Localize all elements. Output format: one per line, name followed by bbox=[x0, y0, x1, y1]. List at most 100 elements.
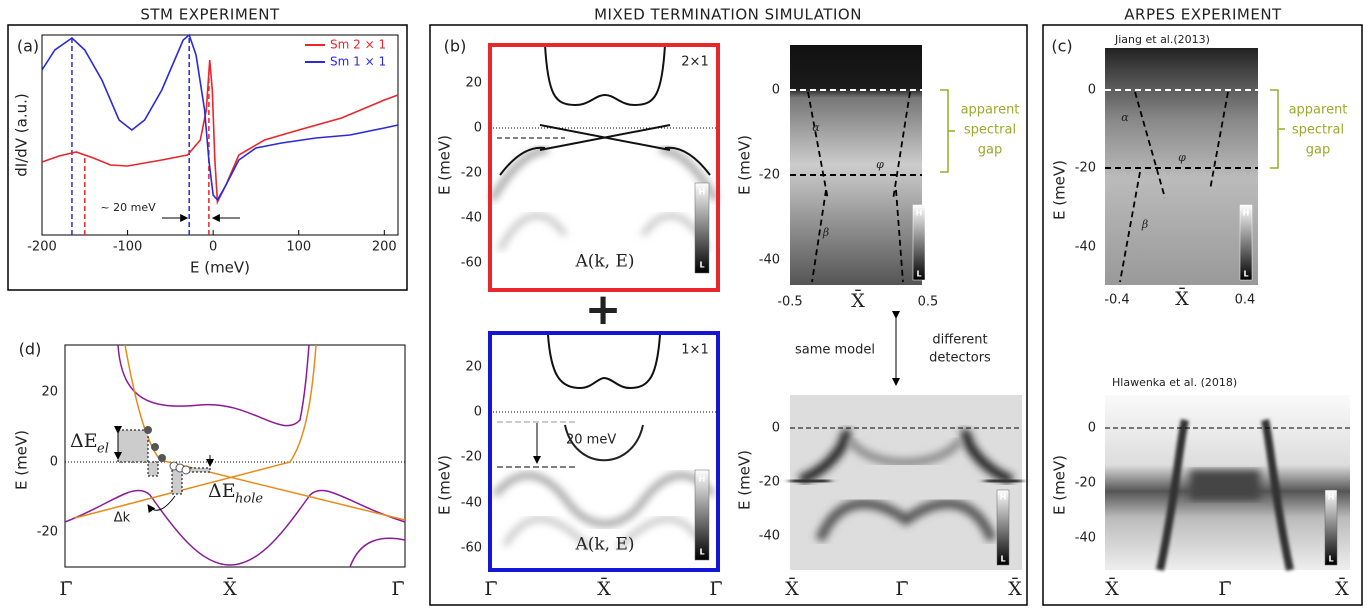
x-tick-label: X̄ bbox=[223, 577, 237, 600]
bracket-label: gap bbox=[978, 143, 1002, 158]
y-axis-label: E (meV) bbox=[436, 455, 454, 515]
x-tick-label: Γ̄ bbox=[1218, 578, 1231, 600]
section-header: MIXED TERMINATION SIMULATION bbox=[594, 6, 862, 24]
greek-label: φ bbox=[876, 158, 884, 171]
y-tick-label: -20 bbox=[37, 525, 58, 540]
x-tick-label: Γ̄ bbox=[391, 578, 404, 600]
x-tick-label: X̄ bbox=[785, 577, 799, 600]
x-tick-label: -200 bbox=[27, 240, 57, 255]
section-header: STM EXPERIMENT bbox=[140, 6, 280, 24]
x-tick-label: Γ̄ bbox=[709, 578, 722, 600]
plus-sign: + bbox=[585, 284, 622, 335]
formula: A(k, E) bbox=[574, 535, 634, 555]
y-axis-label: E (meV) bbox=[13, 430, 31, 490]
delta-e-el: ΔE bbox=[70, 430, 98, 452]
delta-e-hole: ΔE bbox=[208, 480, 236, 502]
arpes-sim-detector-image bbox=[789, 395, 1023, 570]
y-tick-label: -20 bbox=[461, 450, 482, 465]
panel-d-plot bbox=[64, 344, 406, 568]
citation: Hlawenka et al. (2018) bbox=[1112, 376, 1237, 389]
badge: 2×1 bbox=[681, 55, 708, 70]
panel-b-box bbox=[429, 24, 1028, 606]
x-tick-label: Γ̄ bbox=[484, 578, 497, 600]
badge: 1×1 bbox=[681, 343, 708, 358]
y-tick-label: 20 bbox=[41, 385, 58, 400]
bracket-label: apparent bbox=[961, 103, 1020, 118]
greek-label: α bbox=[812, 121, 820, 134]
annotation: ~ 20 meV bbox=[100, 201, 156, 214]
panel-c-box bbox=[1042, 24, 1363, 606]
y-tick-label: 0 bbox=[50, 455, 58, 470]
plot-frame bbox=[41, 34, 399, 236]
y-tick-label: 0 bbox=[772, 83, 780, 98]
sim-2x1-image bbox=[488, 43, 720, 292]
panel-label: (d) bbox=[19, 340, 42, 359]
panel-a-box bbox=[7, 24, 408, 291]
y-tick-label: -40 bbox=[759, 253, 780, 268]
panel-label: (b) bbox=[444, 37, 467, 56]
y-tick-label: -40 bbox=[1075, 531, 1096, 546]
bracket-label: gap bbox=[1306, 143, 1330, 158]
colorbar-label: L bbox=[1243, 270, 1248, 279]
y-axis-label: dI/dV (a.u.) bbox=[13, 93, 31, 177]
y-tick-label: 0 bbox=[474, 405, 482, 420]
colorbar-label: H bbox=[916, 209, 923, 218]
colorbar-label: L bbox=[1000, 555, 1005, 564]
bracket-label: apparent bbox=[1289, 103, 1348, 118]
arpes-sim-image bbox=[790, 45, 955, 285]
y-tick-label: 20 bbox=[465, 76, 482, 91]
y-tick-label: -20 bbox=[759, 168, 780, 183]
y-tick-label: -20 bbox=[1075, 161, 1096, 176]
y-tick-label: -40 bbox=[759, 529, 780, 544]
y-axis-label: E (meV) bbox=[436, 135, 454, 195]
colorbar-label: H bbox=[1243, 209, 1250, 218]
y-tick-label: 0 bbox=[772, 421, 780, 436]
x-tick-label: 0.4 bbox=[1235, 293, 1256, 308]
note: detectors bbox=[929, 351, 991, 366]
section-header: ARPES EXPERIMENT bbox=[1124, 6, 1282, 24]
panel-label: (c) bbox=[1051, 37, 1072, 56]
y-axis-label: E (meV) bbox=[736, 135, 754, 195]
y-axis-label: E (meV) bbox=[1051, 455, 1069, 515]
delta-e-hole-subscript: hole bbox=[235, 492, 263, 507]
y-axis-label: E (meV) bbox=[1051, 160, 1069, 220]
y-tick-label: -60 bbox=[461, 541, 482, 556]
panel-label: (a) bbox=[17, 37, 39, 56]
x-tick-label: X̄ bbox=[1175, 287, 1189, 310]
series-line bbox=[41, 59, 399, 206]
series-line bbox=[41, 33, 399, 202]
y-tick-label: 0 bbox=[474, 121, 482, 136]
y-tick-label: -20 bbox=[1075, 476, 1096, 491]
greek-label: φ bbox=[1178, 151, 1186, 164]
delta-e-el-subscript: el bbox=[97, 442, 109, 457]
x-tick-label: 200 bbox=[372, 240, 397, 255]
arpes-hlawenka-image bbox=[1105, 395, 1350, 571]
x-axis-label: E (meV) bbox=[190, 259, 250, 277]
greek-label: β bbox=[822, 226, 829, 239]
y-tick-label: -20 bbox=[759, 475, 780, 490]
y-tick-label: -40 bbox=[1075, 240, 1096, 255]
x-tick-label: X̄ bbox=[597, 577, 611, 600]
colorbar-label: H bbox=[699, 475, 706, 484]
annotation: 20 meV bbox=[566, 433, 616, 448]
x-tick-label: Γ̄ bbox=[59, 578, 72, 600]
colorbar-label: L bbox=[699, 548, 704, 557]
x-tick-label: 0.5 bbox=[918, 295, 939, 310]
x-tick-label: 100 bbox=[286, 240, 311, 255]
x-tick-label: X̄ bbox=[1105, 577, 1119, 600]
x-tick-label: X̄ bbox=[1335, 577, 1349, 600]
legend-label: Sm 1 × 1 bbox=[330, 55, 386, 69]
colorbar-label: H bbox=[699, 188, 706, 197]
legend-label: Sm 2 × 1 bbox=[330, 38, 386, 52]
y-tick-label: 0 bbox=[1088, 83, 1096, 98]
x-tick-label: X̄ bbox=[1008, 577, 1022, 600]
y-tick-label: -60 bbox=[461, 256, 482, 271]
colorbar-label: H bbox=[1000, 493, 1007, 502]
x-tick-label: -0.4 bbox=[1104, 293, 1129, 308]
x-tick-label: Γ̄ bbox=[895, 578, 908, 600]
colorbar-label: H bbox=[1328, 493, 1335, 502]
y-tick-label: 20 bbox=[465, 360, 482, 375]
colorbar-label: L bbox=[916, 270, 921, 279]
sim-1x1-image bbox=[488, 331, 720, 572]
